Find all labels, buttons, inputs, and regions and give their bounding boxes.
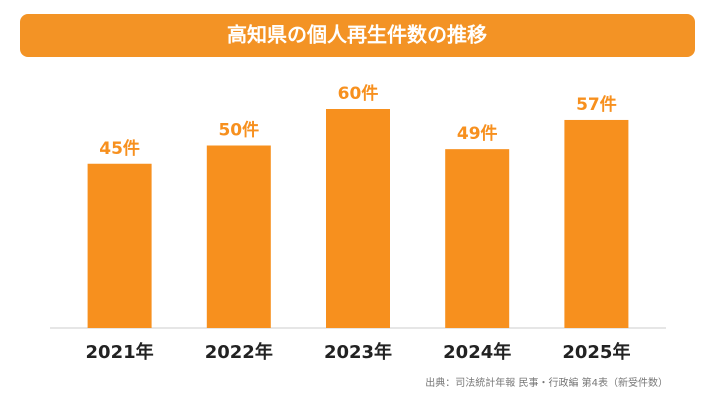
x-tick-label: 2023年 <box>324 341 392 363</box>
bar <box>564 119 629 328</box>
bar <box>445 149 510 328</box>
value-label: 60件 <box>338 83 379 104</box>
x-tick-label: 2025年 <box>562 341 630 363</box>
x-tick-label: 2022年 <box>205 341 273 363</box>
value-label: 45件 <box>99 138 140 159</box>
x-tick-label: 2024年 <box>443 341 511 363</box>
title-banner <box>20 14 695 57</box>
value-label: 57件 <box>576 94 617 115</box>
value-label: 50件 <box>218 120 259 141</box>
bar <box>87 163 152 328</box>
bar <box>326 109 390 328</box>
x-tick-label: 2021年 <box>86 341 154 363</box>
chart-title: 高知県の個人再生件数の推移 <box>227 23 487 47</box>
bar <box>206 145 271 328</box>
source-note: 出典：司法統計年報 民事・行政編 第4表（新受件数） <box>425 376 668 389</box>
value-label: 49件 <box>457 123 498 144</box>
